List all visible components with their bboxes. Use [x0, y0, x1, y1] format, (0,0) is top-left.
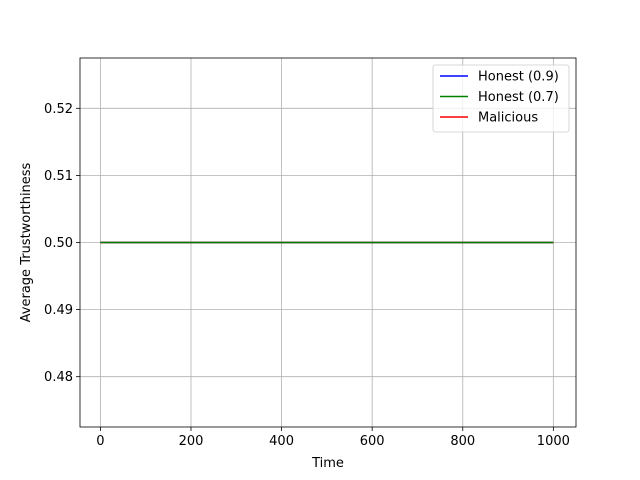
x-axis-label: Time — [311, 456, 344, 471]
axis-ticks: 0 200 400 600 800 1000 0.48 0.49 0.50 0.51 0.52 — [44, 102, 570, 449]
x-tick-label: 400 — [269, 434, 294, 449]
legend-label: Honest (0.9) — [478, 70, 559, 85]
x-tick-label: 800 — [450, 434, 475, 449]
legend: Honest (0.9) Honest (0.7) Malicious — [432, 64, 570, 133]
y-tick-label: 0.50 — [44, 236, 73, 251]
x-tick-label: 600 — [360, 434, 385, 449]
legend-label: Honest (0.7) — [478, 90, 559, 105]
y-tick-label: 0.48 — [44, 370, 73, 385]
x-tick-label: 1000 — [537, 434, 570, 449]
y-tick-label: 0.49 — [44, 303, 73, 318]
y-axis-label: Average Trustworthiness — [19, 162, 34, 322]
y-tick-label: 0.52 — [44, 102, 73, 117]
legend-box — [432, 64, 570, 133]
x-tick-label: 0 — [96, 434, 104, 449]
y-tick-label: 0.51 — [44, 169, 73, 184]
legend-label: Malicious — [478, 111, 538, 126]
x-tick-label: 200 — [179, 434, 204, 449]
